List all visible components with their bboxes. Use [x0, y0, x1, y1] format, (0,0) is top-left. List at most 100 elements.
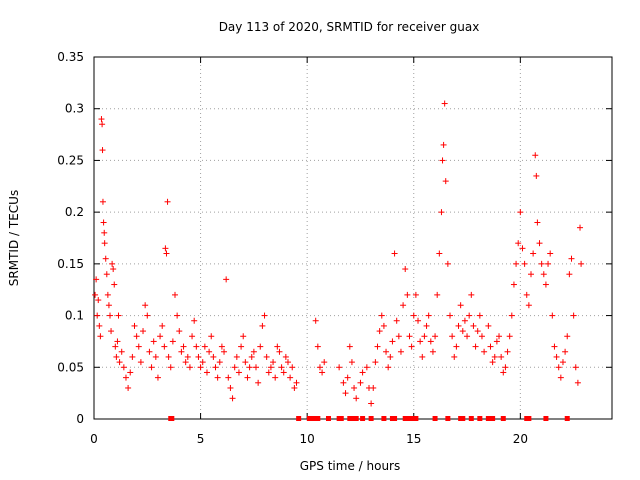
data-point — [100, 219, 107, 226]
axis-ticks — [93, 56, 612, 420]
data-point — [146, 348, 153, 355]
data-point — [466, 312, 473, 319]
data-point — [113, 353, 120, 360]
zero-point — [526, 416, 532, 421]
data-point — [120, 364, 127, 371]
data-point — [225, 374, 232, 381]
data-point — [427, 338, 434, 345]
zero-point — [490, 416, 496, 421]
data-point — [214, 374, 221, 381]
data-point — [485, 322, 492, 329]
y-tick-label: 0.15 — [57, 257, 84, 271]
data-point — [478, 333, 485, 340]
data-point — [112, 343, 119, 350]
data-point — [566, 271, 573, 278]
zero-point — [381, 416, 387, 421]
data-point — [240, 333, 247, 340]
data-point — [517, 209, 524, 216]
data-point — [321, 359, 328, 366]
data-point — [163, 250, 170, 257]
data-point — [282, 353, 289, 360]
data-point — [257, 343, 264, 350]
zero-point — [406, 416, 412, 421]
data-point — [491, 353, 498, 360]
data-point — [159, 322, 166, 329]
data-point — [419, 353, 426, 360]
data-point — [421, 333, 428, 340]
data-point — [533, 172, 540, 179]
data-point — [374, 343, 381, 350]
data-point — [164, 198, 171, 205]
data-point — [376, 328, 383, 335]
data-point — [572, 364, 579, 371]
data-point — [472, 343, 479, 350]
data-point — [385, 364, 392, 371]
y-tick-label: 0.35 — [57, 50, 84, 64]
data-point — [553, 353, 560, 360]
data-point — [291, 384, 298, 391]
zero-point — [349, 416, 355, 421]
data-point — [527, 271, 534, 278]
data-point — [346, 343, 353, 350]
data-point — [342, 390, 349, 397]
zero-point — [485, 416, 491, 421]
data-point — [464, 333, 471, 340]
zero-point — [460, 416, 466, 421]
zero-point — [445, 416, 451, 421]
data-point — [423, 322, 430, 329]
data-point — [96, 322, 103, 329]
data-point — [118, 348, 125, 355]
data-point — [93, 276, 100, 283]
data-point — [267, 364, 274, 371]
data-point — [351, 384, 358, 391]
data-point — [157, 333, 164, 340]
data-point — [532, 152, 539, 159]
y-tick-label: 0.3 — [65, 102, 84, 116]
data-point — [99, 147, 106, 154]
data-point — [154, 374, 161, 381]
data-point — [142, 302, 149, 309]
data-point — [265, 369, 272, 376]
data-point — [538, 260, 545, 267]
data-point — [250, 348, 257, 355]
data-point — [180, 343, 187, 350]
zero-point — [353, 416, 359, 421]
data-point — [521, 260, 528, 267]
y-tick-label: 0.05 — [57, 360, 84, 374]
data-point — [474, 328, 481, 335]
data-point — [270, 359, 277, 366]
data-point — [549, 312, 556, 319]
zero-point — [296, 416, 302, 421]
data-point — [212, 364, 219, 371]
data-point — [534, 219, 541, 226]
data-point — [165, 353, 172, 360]
data-point — [444, 260, 451, 267]
data-point — [402, 266, 409, 273]
data-point — [216, 359, 223, 366]
data-point — [378, 312, 385, 319]
data-point — [150, 338, 157, 345]
data-point — [102, 255, 109, 262]
zero-point — [500, 416, 506, 421]
data-point — [429, 348, 436, 355]
data-point — [470, 322, 477, 329]
data-point — [372, 359, 379, 366]
y-tick-label: 0.25 — [57, 153, 84, 167]
data-point — [195, 353, 202, 360]
data-point — [425, 312, 432, 319]
data-point — [94, 312, 101, 319]
data-point — [116, 359, 123, 366]
plot-frame — [93, 56, 613, 420]
data-point — [500, 369, 507, 376]
data-point — [559, 359, 566, 366]
data-point — [135, 343, 142, 350]
data-point — [391, 250, 398, 257]
data-point — [536, 240, 543, 247]
data-point — [263, 353, 270, 360]
data-point — [261, 312, 268, 319]
zero-point — [360, 416, 366, 421]
data-point — [101, 229, 108, 236]
y-tick-label: 0.2 — [65, 205, 84, 219]
data-point — [545, 260, 552, 267]
x-tick-label: 20 — [513, 432, 528, 446]
